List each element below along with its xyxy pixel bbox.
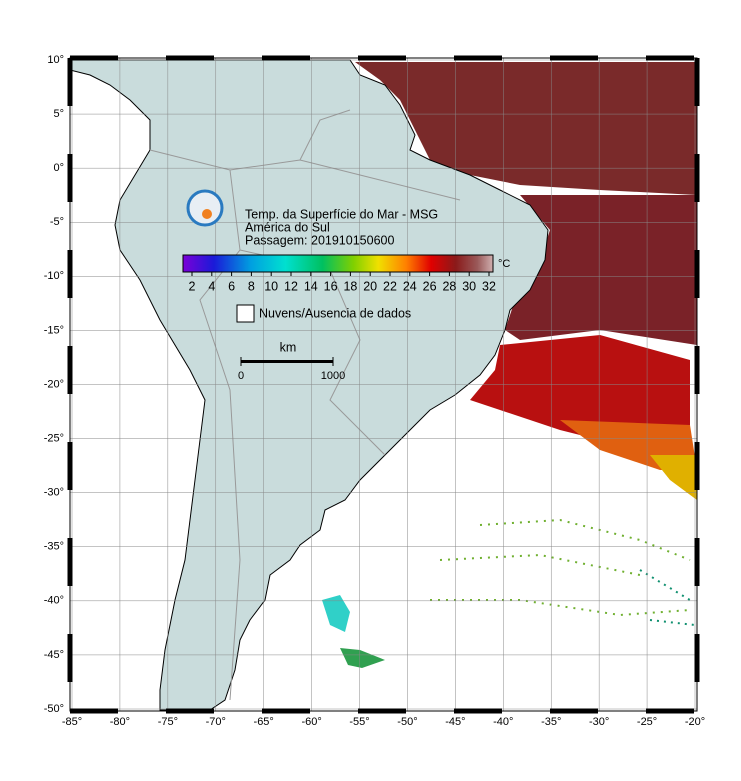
colorbar-tick-label: 22 (383, 279, 397, 293)
pass: Passagem: 201910150600 (245, 233, 394, 247)
x-tick-label: -40° (493, 716, 513, 728)
y-tick-label: -20° (44, 378, 64, 390)
sst-cyan (322, 595, 350, 632)
colorbar-tick-label: 20 (363, 279, 377, 293)
y-tick-label: 10° (47, 54, 64, 66)
y-tick-label: -30° (44, 487, 64, 499)
grid (70, 58, 697, 711)
y-tick-label: -15° (44, 324, 64, 336)
y-tick-label: -35° (44, 541, 64, 553)
sst-teal-dots (639, 569, 696, 626)
colorbar-tick-label: 2 (189, 279, 196, 293)
colorbar-tick-label: 30 (462, 279, 476, 293)
sst-south-red (470, 335, 690, 450)
x-tick-label: -85° (62, 716, 82, 728)
colorbar (182, 254, 494, 273)
title: Temp. da Superfície do Mar - MSG (245, 207, 438, 221)
colorbar-tick-label: 8 (248, 279, 255, 293)
x-tick-label: -55° (349, 716, 369, 728)
colorbar-tick-label: 28 (442, 279, 456, 293)
colorbar-tick-label: 24 (403, 279, 417, 293)
colorbar-ticks: 2 4 6 8 10 12 14 16 18 20 22 24 26 28 30 32 (189, 272, 496, 293)
x-tick-label: -35° (541, 716, 561, 728)
logo (186, 189, 224, 227)
y-tick-label: -5° (50, 216, 64, 228)
sst-south-yellow (650, 455, 697, 500)
y-tick-label: 0° (53, 162, 64, 174)
x-tick-label: -20° (685, 716, 705, 728)
scale-end: 1000 (321, 370, 345, 382)
y-tick-label: -10° (44, 270, 64, 282)
sst-green-dots (430, 518, 691, 617)
colorbar-tick-label: 10 (264, 279, 278, 293)
colorbar-tick-label: 6 (228, 279, 235, 293)
y-tick-label: 5° (53, 108, 64, 120)
x-tick-label: -70° (206, 716, 226, 728)
x-tick-label: -25° (637, 716, 657, 728)
colorbar-unit: °C (498, 258, 510, 270)
colorbar-tick-label: 26 (423, 279, 437, 293)
scale-start: 0 (238, 370, 244, 382)
colorbar-tick-label: 12 (284, 279, 298, 293)
y-tick-label: -40° (44, 595, 64, 607)
x-tick-label: -30° (589, 716, 609, 728)
y-tick-label: -25° (44, 432, 64, 444)
axis-labels: -85° -80° -75° -70° -65° -60° -55° -50° -45° -40°… (44, 54, 705, 728)
y-tick-label: -50° (44, 703, 64, 715)
colorbar-tick-label: 14 (304, 279, 318, 293)
colorbar-tick-label: 32 (482, 279, 496, 293)
colorbar-tick-label: 18 (343, 279, 357, 293)
region: América do Sul (245, 220, 330, 234)
x-tick-label: -45° (445, 716, 465, 728)
x-tick-label: -75° (158, 716, 178, 728)
legend-label: Nuvens/Ausencia de dados (259, 306, 411, 320)
y-tick-label: -45° (44, 649, 64, 661)
scale-bar (240, 357, 334, 366)
colorbar-tick-label: 16 (324, 279, 338, 293)
borders (149, 109, 461, 701)
x-tick-label: -80° (110, 716, 130, 728)
frame (67, 55, 700, 714)
scale-unit: km (280, 340, 297, 354)
legend-swatch (236, 304, 255, 323)
sst-green-patch (340, 648, 385, 668)
sst-east (505, 195, 697, 345)
x-tick-label: -50° (397, 716, 417, 728)
sst-north (355, 62, 697, 195)
colorbar-tick-label: 4 (208, 279, 215, 293)
x-tick-label: -60° (301, 716, 321, 728)
x-tick-label: -65° (254, 716, 274, 728)
